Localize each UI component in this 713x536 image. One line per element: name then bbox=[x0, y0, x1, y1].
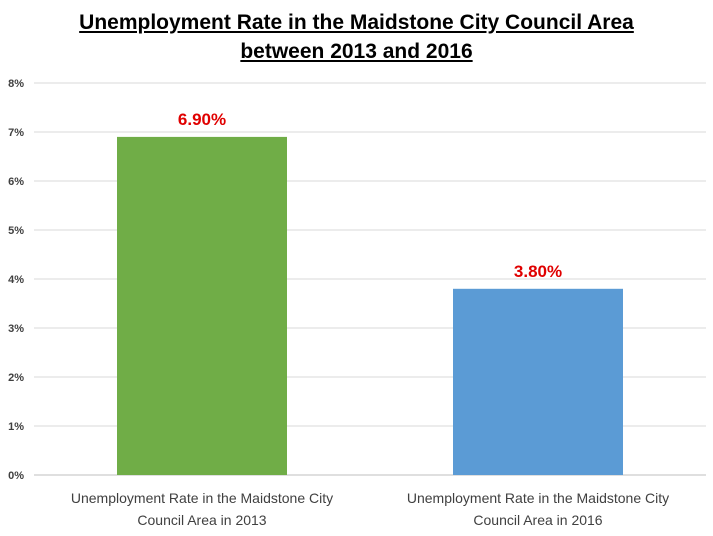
category-label: Unemployment Rate in the Maidstone City bbox=[407, 490, 669, 506]
data-label: 6.90% bbox=[178, 110, 226, 129]
y-tick-label: 3% bbox=[8, 323, 24, 335]
y-tick-label: 1% bbox=[8, 421, 24, 433]
chart-title: Unemployment Rate in the Maidstone City … bbox=[0, 8, 713, 66]
category-label: Unemployment Rate in the Maidstone City bbox=[71, 490, 333, 506]
y-tick-label: 0% bbox=[8, 470, 24, 482]
y-tick-label: 6% bbox=[8, 176, 24, 188]
y-tick-label: 8% bbox=[8, 78, 24, 90]
bar bbox=[453, 288, 623, 475]
category-label: Council Area in 2013 bbox=[137, 512, 266, 528]
data-label: 3.80% bbox=[514, 262, 562, 281]
bar bbox=[117, 136, 287, 475]
y-tick-label: 7% bbox=[8, 127, 24, 139]
y-tick-label: 5% bbox=[8, 225, 24, 237]
chart-title-line-1: Unemployment Rate in the Maidstone City … bbox=[79, 11, 634, 34]
y-tick-label: 2% bbox=[8, 372, 24, 384]
chart-title-line-2: between 2013 and 2016 bbox=[240, 40, 473, 63]
category-label: Council Area in 2016 bbox=[473, 512, 602, 528]
y-tick-label: 4% bbox=[8, 274, 24, 286]
